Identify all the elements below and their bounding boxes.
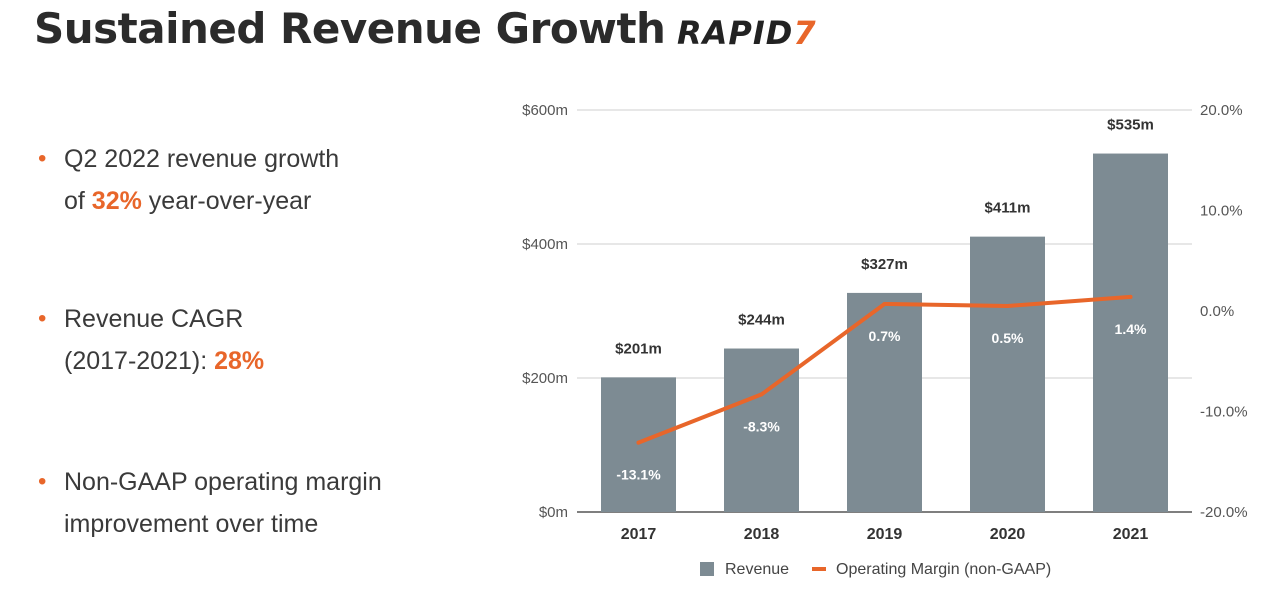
bullet-line: Revenue CAGR (64, 305, 244, 333)
y-left-tick-label: $400m (522, 236, 568, 253)
margin-point (1128, 294, 1133, 299)
bar-data-label: $244m (738, 312, 785, 329)
bullet-revenue-growth: • Q2 2022 revenue growth of 32% year-ove… (38, 138, 458, 222)
legend-revenue-label: Revenue (725, 561, 789, 578)
legend-margin-label: Operating Margin (non-GAAP) (836, 561, 1051, 578)
margin-data-label: 0.7% (869, 328, 901, 344)
bullet-highlight: 28% (214, 347, 265, 375)
y-right-tick-label: 20.0% (1200, 102, 1243, 119)
x-tick-label: 2019 (867, 526, 903, 543)
bullet-revenue-cagr: • Revenue CAGR (2017-2021): 28% (38, 298, 458, 382)
margin-data-label: 1.4% (1115, 321, 1147, 337)
bullet-line-pre: (2017-2021): (64, 347, 215, 375)
x-tick-label: 2020 (990, 526, 1026, 543)
page-title: Sustained Revenue Growth (34, 4, 666, 53)
logo-text: RAPID (677, 14, 794, 52)
bar (847, 292, 922, 512)
bullet-line: improvement over time (64, 510, 319, 538)
rapid7-logo: RAPID7 (677, 14, 817, 52)
margin-data-label: -13.1% (616, 467, 661, 483)
bar (601, 377, 676, 512)
bullet-line-post: year-over-year (141, 187, 312, 215)
bar-data-label: $327m (861, 256, 908, 273)
x-tick-label: 2017 (621, 526, 657, 543)
x-tick-label: 2021 (1113, 526, 1149, 543)
bullet-dot-icon: • (38, 145, 47, 172)
x-tick-label: 2018 (744, 526, 780, 543)
y-right-tick-label: 0.0% (1200, 303, 1234, 320)
bullet-line: Non-GAAP operating margin (64, 468, 382, 496)
bar-data-label: $201m (615, 340, 662, 357)
bullet-line-pre: of (64, 187, 92, 215)
bar-data-label: $535m (1107, 117, 1154, 134)
y-right-tick-label: -20.0% (1200, 504, 1248, 521)
bullet-operating-margin: • Non-GAAP operating margin improvement … (38, 461, 458, 545)
legend-revenue-swatch (700, 562, 714, 576)
bullet-line: Q2 2022 revenue growth (64, 145, 340, 173)
bar-data-label: $411m (985, 200, 1031, 217)
logo-accent: 7 (793, 14, 817, 52)
bullet-dot-icon: • (38, 305, 47, 332)
bar (970, 236, 1045, 512)
bullet-highlight: 32% (91, 187, 142, 215)
y-left-tick-label: $200m (522, 370, 568, 387)
y-left-tick-label: $0m (539, 504, 568, 521)
y-left-tick-label: $600m (522, 102, 568, 119)
margin-point (882, 301, 887, 306)
bullet-dot-icon: • (38, 468, 47, 495)
margin-data-label: -8.3% (743, 418, 780, 434)
margin-point (636, 440, 641, 445)
margin-data-label: 0.5% (992, 330, 1024, 346)
bar (1093, 153, 1168, 513)
y-right-tick-label: -10.0% (1200, 404, 1248, 421)
margin-point (1005, 303, 1010, 308)
margin-point (759, 392, 764, 397)
y-right-tick-label: 10.0% (1200, 203, 1243, 220)
